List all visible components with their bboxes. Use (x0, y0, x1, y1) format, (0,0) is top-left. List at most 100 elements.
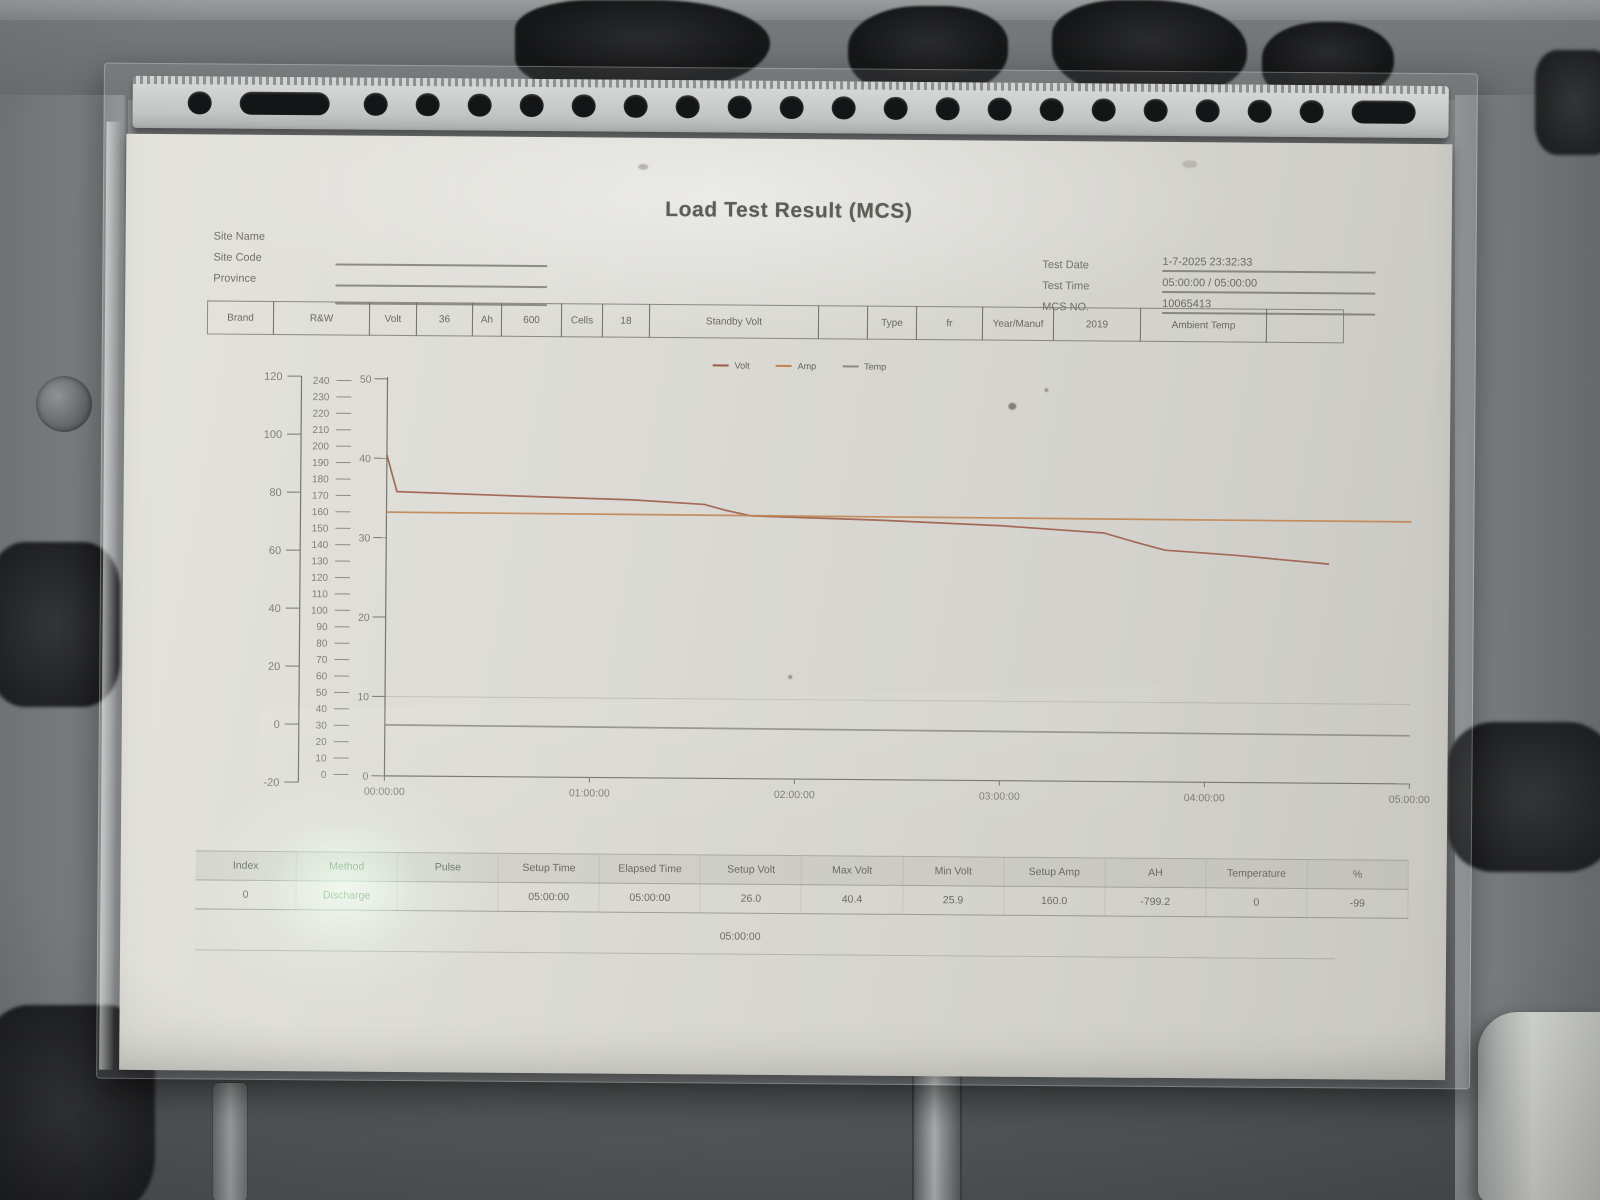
amp-axis-tick-label: 190 (312, 458, 329, 469)
legend-item-volt: Volt (712, 360, 750, 371)
results-header-cell: % (1307, 860, 1409, 889)
amp-axis-tick-label: 230 (313, 392, 330, 403)
results-header-cell: Pulse (397, 852, 500, 882)
amp-axis-tick-label: 60 (316, 671, 328, 682)
chart-legend: Volt Amp Temp (712, 360, 887, 372)
amp-axis-tick-label: 40 (316, 704, 328, 715)
x-axis-tick-label: 04:00:00 (1184, 792, 1225, 804)
amp-axis-tick-label: 140 (311, 540, 328, 551)
paper-stain (638, 163, 649, 170)
amp-axis-tick-label: 110 (312, 589, 328, 600)
legend-label: Volt (734, 360, 750, 371)
binder-strip (132, 75, 1449, 139)
binder-hole (779, 95, 804, 120)
volt-axis-tick-label: 30 (359, 532, 371, 544)
binder-slot (1351, 100, 1416, 124)
binder-hole (187, 91, 212, 115)
binder-hole (467, 93, 492, 117)
bolt-left (36, 376, 92, 432)
volt-axis-tick-label: 10 (357, 691, 369, 703)
binder-hole (519, 93, 544, 118)
results-header-cell: Min Volt (903, 856, 1005, 886)
temp-axis-tick-label: 40 (268, 603, 280, 615)
plastic-sleeve: Load Test Result (MCS) Site Name Site Co… (96, 62, 1478, 1090)
results-value-cell: -799.2 (1105, 887, 1207, 917)
results-value-cell: 05:00:00 (498, 882, 600, 912)
paper-stain (1008, 402, 1017, 410)
legend-dash-icon (712, 364, 729, 367)
binder-strip-holes (132, 76, 1448, 138)
temp-axis-tick-label: 20 (268, 661, 280, 673)
amp-axis-tick-label: 120 (311, 573, 328, 584)
results-header-cell: Max Volt (802, 856, 904, 885)
legend-dash-icon (775, 364, 792, 368)
amp-axis-tick-label: 200 (312, 441, 329, 452)
results-value-cell: 25.9 (902, 885, 1005, 915)
x-axis-line (384, 775, 1410, 785)
results-value-cell: 26.0 (700, 884, 803, 914)
amp-axis-tick-label: 150 (312, 524, 329, 535)
results-value-cell (397, 881, 499, 911)
binder-hole (415, 93, 440, 117)
binder-hole (883, 96, 908, 120)
paper-document: Load Test Result (MCS) Site Name Site Co… (119, 133, 1453, 1081)
results-header-cell: Setup Time (498, 853, 601, 883)
results-value-cell: 40.4 (801, 885, 904, 914)
footer-total-time: 05:00:00 (719, 930, 761, 943)
x-axis-tick-label: 03:00:00 (979, 791, 1020, 803)
paper-stain (1044, 388, 1049, 393)
volt-axis-tick-label: 20 (358, 612, 370, 624)
results-table: Index Method Pulse Setup Time Elapsed Time Se… (195, 850, 1409, 919)
x-axis-tick-label: 02:00:00 (774, 789, 815, 801)
binder-hole (987, 97, 1012, 121)
pipe-small-left (212, 1082, 248, 1200)
results-header-cell: Setup Volt (700, 855, 803, 885)
load-test-chart: 120100806040200-202402302202102001901801… (263, 371, 1430, 806)
dark-recess-left (0, 542, 120, 707)
amp-axis-tick-label: 130 (311, 556, 328, 567)
sleeve-edge-highlight (99, 121, 121, 1070)
legend-label: Temp (864, 361, 887, 372)
binder-slot (239, 91, 330, 116)
paper-stain (1182, 160, 1198, 169)
dark-recess-top-right (1535, 50, 1600, 155)
binder-hole (727, 95, 752, 119)
amp-axis-tick-label: 70 (316, 655, 328, 666)
binder-hole (1195, 99, 1220, 123)
results-value-cell: -99 (1307, 889, 1409, 918)
volt-axis-tick-label: 40 (359, 453, 371, 465)
results-value-cell: 0 (195, 880, 297, 910)
amp-axis-tick-label: 90 (316, 622, 328, 633)
pipe-white-right (1478, 1012, 1600, 1200)
amp-axis-tick-label: 80 (316, 638, 328, 649)
temp-axis-line (297, 376, 303, 783)
x-axis-tick-label: 05:00:00 (1389, 794, 1430, 806)
binder-hole (1247, 99, 1272, 123)
binder-hole (363, 92, 388, 116)
results-value-cell: 0 (1206, 888, 1308, 918)
results-value-cell: 160.0 (1003, 886, 1106, 916)
amp-axis-tick-label: 50 (316, 688, 328, 699)
amp-axis-tick-label: 220 (313, 409, 330, 420)
binder-hole (1091, 98, 1116, 122)
temp-axis-tick-label: 80 (269, 487, 281, 499)
sleeve-glare (259, 686, 1164, 861)
legend-item-amp: Amp (775, 361, 816, 371)
series-temp-line (384, 723, 1410, 737)
binder-hole (571, 94, 596, 118)
binder-hole (1039, 97, 1064, 122)
legend-item-temp: Temp (842, 361, 887, 372)
gridline-volt-10 (385, 695, 1411, 705)
binder-hole (1299, 100, 1324, 124)
results-header-cell: Setup Amp (1004, 857, 1106, 887)
amp-axis-tick-label: 210 (312, 425, 329, 436)
x-axis-tick-label: 01:00:00 (569, 787, 610, 799)
volt-axis-line (383, 376, 389, 776)
amp-axis-tick-label: 100 (311, 606, 328, 617)
series-volt-line (386, 454, 1330, 566)
results-header-cell: AH (1105, 858, 1207, 888)
binder-hole (623, 94, 648, 118)
results-header-cell: Elapsed Time (599, 854, 702, 884)
results-value-cell: 05:00:00 (599, 883, 701, 913)
amp-axis-tick-label: 170 (312, 491, 329, 502)
